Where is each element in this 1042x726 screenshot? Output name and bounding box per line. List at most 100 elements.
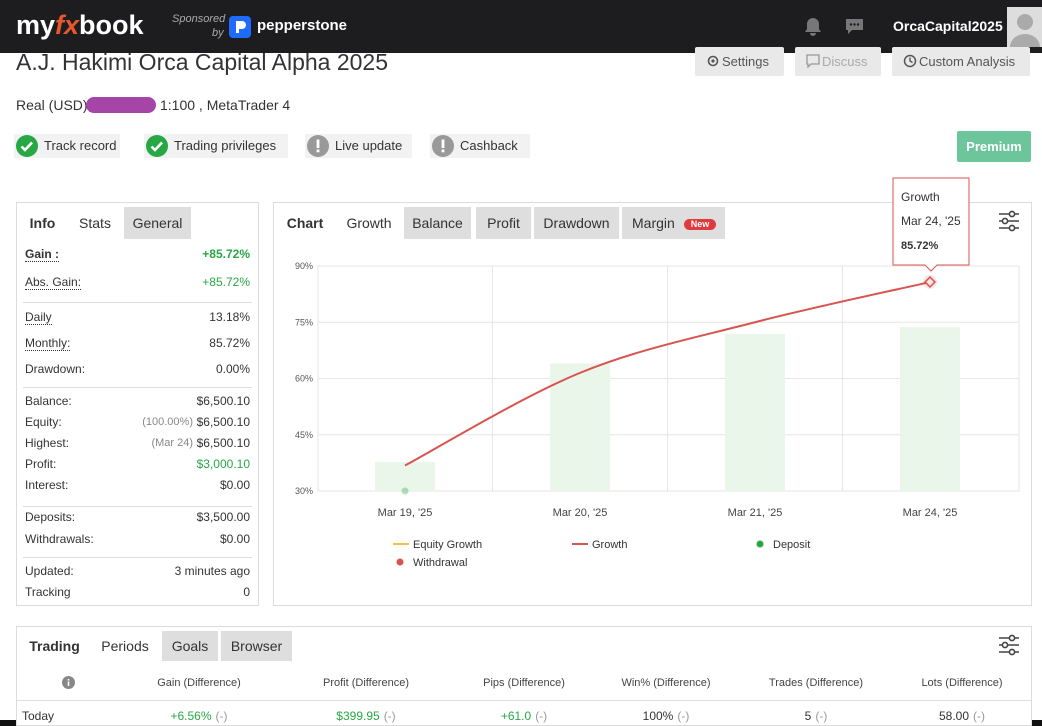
panel-tab[interactable]: Periods xyxy=(92,631,158,661)
logo-part: fx xyxy=(55,10,80,40)
badge-icon xyxy=(146,135,168,157)
chart-panel: Chart Growth Balance Profit Drawdown Margin Ne… xyxy=(273,202,1032,606)
stat-note: (100.00%) xyxy=(142,416,193,428)
toolbar-button[interactable]: Settings xyxy=(695,47,784,76)
stat-value: $3,500.00 xyxy=(196,510,250,524)
stat-value: $6,500.10 xyxy=(196,415,250,429)
logo-part: my xyxy=(16,10,56,40)
cell-value: $399.95 xyxy=(336,709,380,723)
stat-value: $0.00 xyxy=(219,532,250,546)
chart-tab[interactable]: Drawdown xyxy=(534,207,619,239)
chart-tab: Chart xyxy=(275,207,335,239)
sponsored-by: by xyxy=(212,27,224,39)
stat-label: Monthly: xyxy=(25,336,71,351)
stats-panel: Info Stats General Gain : +85.72% Abs. Gain: +… xyxy=(16,202,259,606)
stat-value: 13.18% xyxy=(209,310,250,324)
cell-value: 5 xyxy=(804,709,812,723)
chart-tab[interactable]: Profit xyxy=(476,207,531,239)
sponsored-label: Sponsored xyxy=(172,13,226,25)
stat-value: 85.72% xyxy=(209,336,250,350)
cell-diff: (-) xyxy=(815,709,828,723)
panel-tab: Info xyxy=(18,207,67,239)
button-label: Custom Analysis xyxy=(919,54,1016,69)
user-avatar xyxy=(1007,7,1042,47)
divider xyxy=(23,506,252,507)
cell-diff: (-) xyxy=(677,709,690,723)
column-header: Profit (Difference) xyxy=(323,677,409,689)
top-bar xyxy=(0,0,1042,53)
premium-button[interactable]: Premium xyxy=(957,131,1031,162)
panel-tab[interactable]: Stats xyxy=(69,207,121,239)
logo-part: book xyxy=(79,10,144,40)
periods-settings-icon xyxy=(999,634,1019,656)
cell-value: 58.00 xyxy=(938,709,970,723)
cell-diff: (-) xyxy=(215,709,228,723)
period-cell: +6.56% (-) xyxy=(99,709,299,723)
stat-label: Daily xyxy=(25,310,52,325)
panel-tab[interactable]: General xyxy=(124,207,191,239)
stat-label: Drawdown: xyxy=(25,362,86,376)
period-cell: 100% (-) xyxy=(566,709,766,723)
button-icon xyxy=(806,54,820,68)
cell-value: +61.0 xyxy=(500,709,532,723)
period-cell: +61.0 (-) xyxy=(424,709,624,723)
stat-value: +85.72% xyxy=(202,275,250,289)
cell-diff: (-) xyxy=(973,709,986,723)
badge-label: Live update xyxy=(335,138,403,153)
stat-label: Gain : xyxy=(25,247,60,262)
stat-value: $3,000.10 xyxy=(196,457,250,471)
period-cell: 58.00 (-) xyxy=(862,709,1042,723)
column-header: Gain (Difference) xyxy=(157,677,241,689)
badge-icon xyxy=(307,135,329,157)
panel-tab[interactable]: Goals xyxy=(162,631,218,661)
button-label: Discuss xyxy=(822,54,868,69)
stat-note: (Mar 24) xyxy=(151,437,193,449)
stat-label: Tracking xyxy=(25,585,71,599)
sponsor-name: pepperstone xyxy=(257,17,348,34)
column-header: Win% (Difference) xyxy=(621,677,711,689)
logo[interactable]: myfxbook xyxy=(16,10,144,41)
cell-diff: (-) xyxy=(535,709,548,723)
stat-value: $0.00 xyxy=(219,478,250,492)
messages-icon xyxy=(846,19,863,34)
chart-tab[interactable]: Balance xyxy=(404,207,471,239)
divider xyxy=(23,387,252,388)
badge-label: Track record xyxy=(44,138,117,153)
period-cell: $399.95 (-) xyxy=(266,709,466,723)
row-label: Today xyxy=(22,709,55,723)
panel-tab[interactable]: Browser xyxy=(221,631,292,661)
stat-value: +85.72% xyxy=(202,247,250,261)
stat-label: Equity: xyxy=(25,415,62,429)
button-icon xyxy=(707,55,719,67)
badge-label: Cashback xyxy=(460,138,518,153)
button-icon xyxy=(903,54,917,68)
stat-label: Abs. Gain: xyxy=(25,275,82,290)
stat-label: Withdrawals: xyxy=(25,532,94,546)
stat-label: Updated: xyxy=(25,564,74,578)
account-title: A.J. Hakimi Orca Capital Alpha 2025 xyxy=(16,49,389,75)
toolbar-button[interactable]: Discuss xyxy=(795,47,881,76)
new-badge: New xyxy=(684,219,716,230)
stat-value: 0.00% xyxy=(215,362,250,376)
info-icon xyxy=(62,676,75,689)
chart-tab[interactable]: Growth xyxy=(336,207,402,239)
divider xyxy=(23,557,252,558)
cell-value: +6.56% xyxy=(170,709,212,723)
chart-settings-icon xyxy=(999,210,1019,232)
divider xyxy=(23,302,252,303)
stat-value: 3 minutes ago xyxy=(174,564,250,578)
user-name[interactable]: OrcaCapital2025 xyxy=(893,18,1003,34)
column-header: Pips (Difference) xyxy=(483,677,565,689)
stat-label: Balance: xyxy=(25,394,72,408)
account-details: 1:100 , MetaTrader 4 xyxy=(160,97,291,113)
button-label: Settings xyxy=(722,54,769,69)
stat-label: Profit: xyxy=(25,457,57,471)
account-type: Real (USD), xyxy=(16,97,92,113)
cell-value: 100% xyxy=(642,709,674,723)
stat-label: Highest: xyxy=(25,436,70,450)
notifications-icon xyxy=(805,18,821,36)
redaction xyxy=(86,97,156,113)
periods-panel: Trading Periods Goals Browser Gain (Differen… xyxy=(16,626,1032,726)
column-header: Trades (Difference) xyxy=(768,677,864,689)
